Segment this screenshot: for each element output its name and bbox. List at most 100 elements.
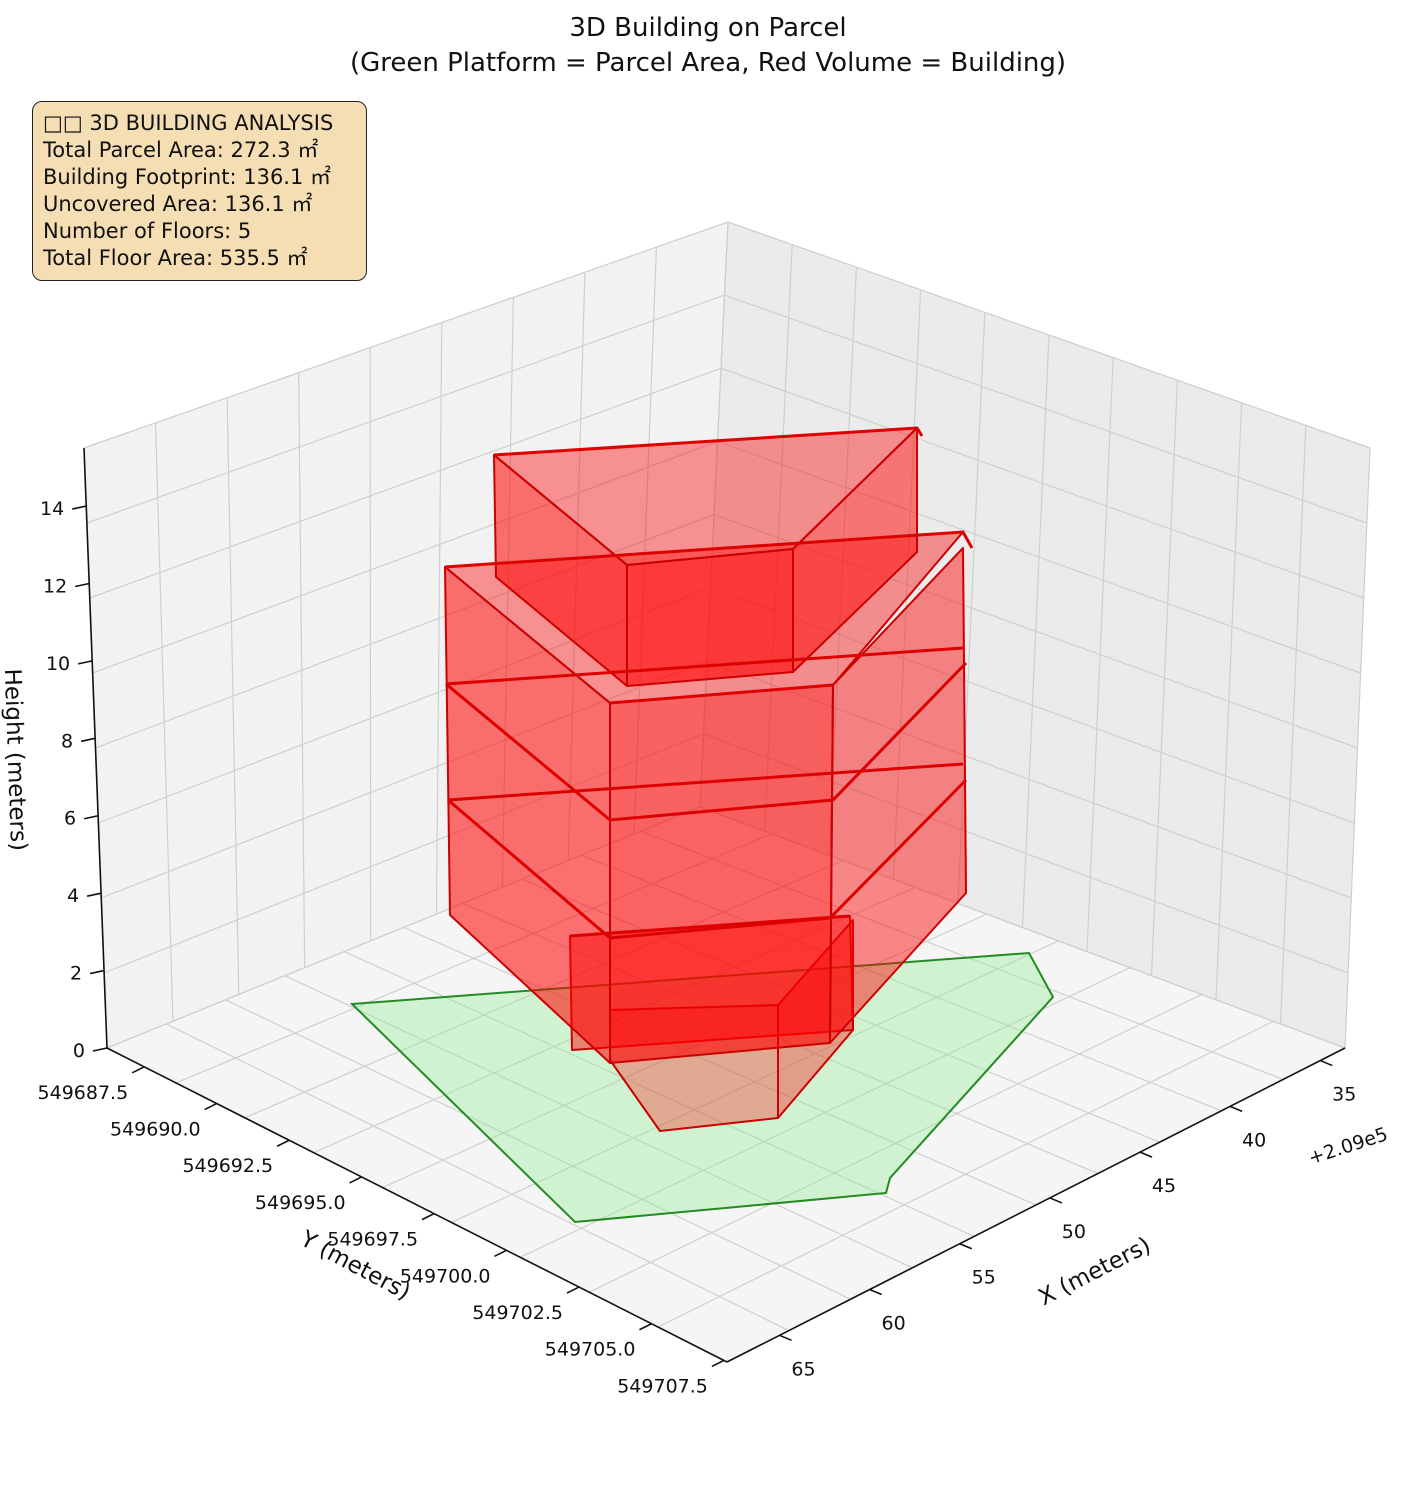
y-tick-label: 549702.5 [472, 1302, 563, 1324]
y-tick-mark [421, 1212, 435, 1221]
z-tick-mark [92, 1047, 108, 1052]
x-axis-label: X (meters) [1034, 1232, 1155, 1311]
z-tick-mark [80, 737, 96, 743]
z-axis-label: Height (meters) [0, 668, 31, 851]
main-front-top-edge [609, 683, 834, 705]
floor-line-3-back [445, 646, 964, 686]
building-main-right-face [829, 547, 967, 1044]
building-layer [444, 426, 974, 1132]
z-tick-label: 10 [46, 653, 70, 675]
x-tick-mark [959, 1242, 973, 1250]
y-tick-label: 549695.0 [255, 1192, 346, 1214]
floor-line-2-back [447, 762, 964, 802]
floor-line-3 [445, 661, 968, 822]
x-tick-label: 55 [972, 1267, 996, 1289]
building-top-right-face [792, 427, 918, 673]
y-tick-label: 549687.5 [38, 1082, 129, 1104]
info-building-footprint: Building Footprint: 136.1 ㎡ [43, 165, 332, 189]
top-roof-edge [493, 426, 924, 457]
building-main-front-face [609, 684, 834, 1064]
main-top-edge [444, 530, 974, 569]
x-tick-label: 45 [1152, 1175, 1176, 1197]
x-tick-mark [779, 1334, 792, 1342]
y-tick-mark [349, 1176, 362, 1184]
x-tick-mark [1139, 1151, 1153, 1158]
x-axis-offset-label: +2.09e5 [1306, 1123, 1391, 1169]
x-tick-mark [1049, 1197, 1063, 1204]
z-tick-mark [86, 892, 102, 897]
z-tick-mark [75, 582, 90, 588]
ground-top-edge [569, 914, 851, 938]
building-analysis-box: □□ 3D BUILDING ANALYSIS Total Parcel Are… [32, 101, 367, 281]
y-tick-mark [639, 1323, 652, 1331]
x-wall-grid-line [1215, 402, 1243, 1000]
info-total-floor-area: Total Floor Area: 535.5 ㎡ [43, 246, 308, 270]
chart-title: 3D Building on Parcel [569, 13, 846, 43]
x-wall-grid-line [1150, 380, 1178, 976]
info-uncovered-area: Uncovered Area: 136.1 ㎡ [43, 192, 313, 216]
z-tick-mark [83, 814, 99, 820]
y-tick-mark [204, 1102, 218, 1111]
x-tick-label: 65 [791, 1358, 815, 1380]
y-wall-grid-line [435, 322, 443, 915]
y-grid-line [657, 1020, 1274, 1328]
z-tick-label: 14 [40, 498, 64, 520]
x-tick-mark [1319, 1059, 1333, 1067]
x-grid-line [284, 975, 913, 1269]
y-grid-line [451, 940, 1059, 1223]
x-wall-grid-line [1086, 357, 1114, 952]
z-tick-mark [72, 505, 87, 510]
x-grid-line [166, 1023, 790, 1332]
info-box-header: □□ 3D BUILDING ANALYSIS [43, 111, 334, 135]
parcel-layer [349, 951, 1055, 1224]
y-tick-label: 549705.0 [545, 1339, 636, 1361]
info-total-parcel-area: Total Parcel Area: 272.3 ㎡ [43, 138, 319, 162]
y-tick-label: 549697.5 [327, 1229, 418, 1251]
y-wall-grid-line [154, 422, 174, 1022]
y-grid-line [588, 993, 1202, 1293]
z-axis-line [83, 447, 108, 1049]
x-tick-label: 35 [1332, 1084, 1356, 1106]
x-wall-grid-line [1344, 447, 1371, 1049]
tick-layer: 0 2 4 6 8 10 12 14 549687.5 549690.0 549692.5 54969… [38, 498, 1357, 1397]
y-tick-label: 549707.5 [617, 1375, 708, 1397]
x-grid-line [403, 926, 1037, 1206]
x-tick-label: 50 [1062, 1221, 1086, 1243]
z-tick-mark [89, 969, 105, 975]
y-tick-label: 549692.5 [182, 1155, 273, 1177]
y-wall-grid-line [298, 372, 306, 968]
x-tick-mark [869, 1288, 882, 1296]
y-grid-line [520, 967, 1131, 1258]
y-tick-label: 549700.0 [400, 1265, 491, 1287]
x-tick-label: 40 [1242, 1129, 1266, 1151]
x-grid-line [225, 999, 851, 1300]
x-wall-grid-line [892, 289, 922, 880]
x-tick-mark [1229, 1105, 1243, 1113]
y-tick-mark [494, 1249, 507, 1258]
x-wall-grid-line [1279, 425, 1307, 1024]
z-tick-label: 12 [43, 575, 67, 597]
y-tick-mark [566, 1286, 580, 1294]
z-tick-label: 8 [61, 730, 73, 752]
z-tick-label: 2 [70, 963, 82, 985]
z-tick-label: 0 [73, 1040, 85, 1062]
x-tick-label: 60 [882, 1313, 906, 1335]
x-wall-grid-line [957, 312, 986, 904]
y-tick-mark [131, 1066, 145, 1074]
y-axis-line [106, 1047, 728, 1363]
x-grid-line [343, 951, 975, 1237]
z-tick-label: 4 [67, 885, 79, 907]
y-tick-label: 549690.0 [110, 1119, 201, 1141]
x-axis-line [726, 1047, 1346, 1363]
x-wall-grid-line [1021, 334, 1050, 928]
floor-line-2 [447, 778, 968, 940]
z-tick-label: 6 [64, 808, 76, 830]
info-number-of-floors: Number of Floors: 5 [43, 219, 252, 243]
z-tick-mark [77, 660, 93, 665]
y-tick-mark [276, 1139, 290, 1147]
parcel-platform [349, 951, 1055, 1224]
y-tick-mark [711, 1359, 725, 1368]
y-wall-grid-line [226, 397, 240, 995]
chart-subtitle: (Green Platform = Parcel Area, Red Volum… [350, 48, 1066, 78]
